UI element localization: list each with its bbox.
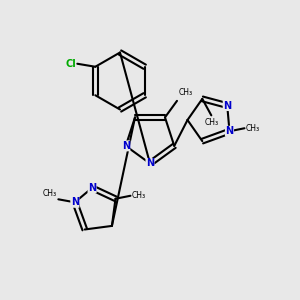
Text: N: N <box>146 158 154 169</box>
Text: N: N <box>88 183 96 193</box>
Text: Cl: Cl <box>66 59 76 69</box>
Text: N: N <box>122 141 130 151</box>
Text: CH₃: CH₃ <box>245 124 260 133</box>
Text: N: N <box>223 100 231 110</box>
Text: CH₃: CH₃ <box>178 88 193 97</box>
Text: CH₃: CH₃ <box>131 191 146 200</box>
Text: CH₃: CH₃ <box>43 189 57 198</box>
Text: N: N <box>225 126 233 136</box>
Text: CH₃: CH₃ <box>204 118 218 127</box>
Text: N: N <box>71 197 79 207</box>
